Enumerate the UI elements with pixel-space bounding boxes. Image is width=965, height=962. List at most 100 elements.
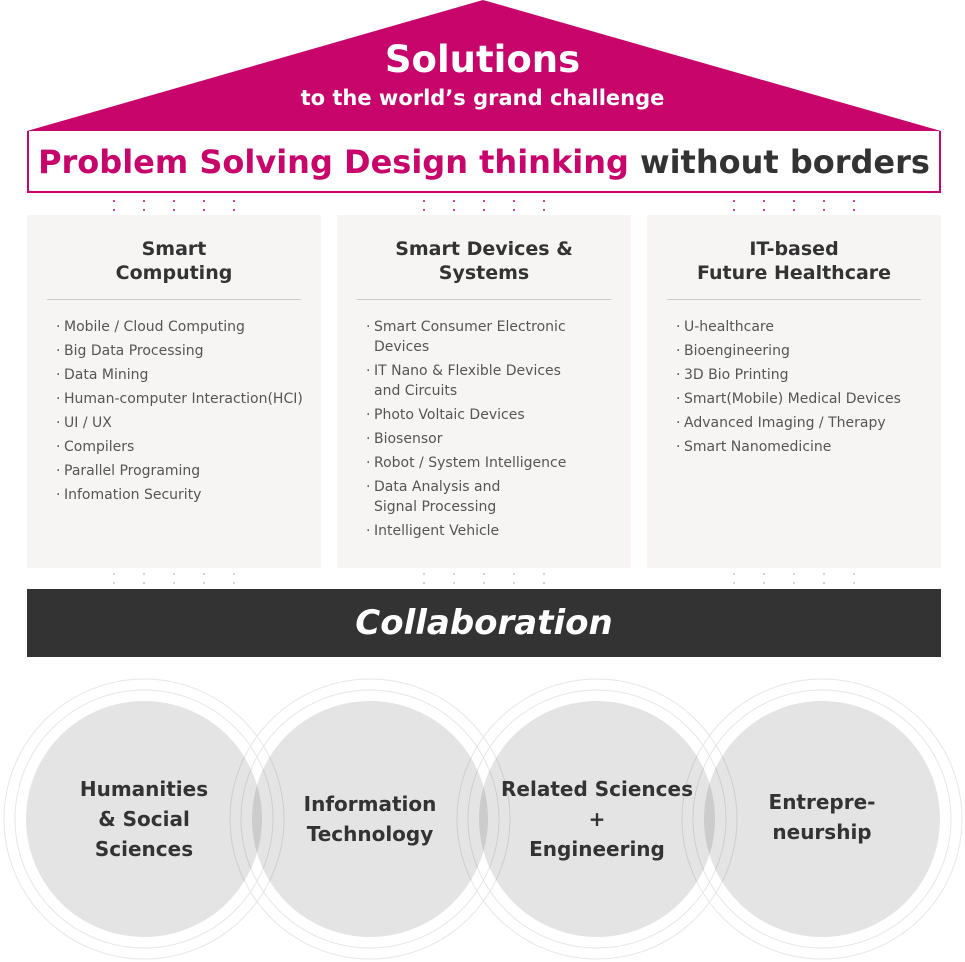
connector-dots-top-2: [423, 199, 553, 215]
connector-dot: [853, 582, 855, 584]
panel-title: Smart Computing: [27, 237, 321, 285]
solutions-subtitle: to the world’s grand challenge: [300, 86, 665, 110]
circle-label-line: +: [588, 807, 606, 831]
connector-dot: [763, 209, 765, 211]
connector-dot: [483, 209, 485, 211]
circle-label-information-technology: Information Technology: [270, 789, 470, 849]
list-item: IT Nano & Flexible Devices and Circuits: [366, 361, 581, 401]
connector-dot: [173, 209, 175, 211]
circle-label-line: neurship: [772, 820, 872, 844]
panel-title-line2: Systems: [438, 262, 530, 284]
connector-dot: [543, 200, 545, 202]
connector-dot: [233, 573, 235, 575]
panel-title: Smart Devices & Systems: [337, 237, 631, 285]
circle-label-related-sciences: Related Sciences + Engineering: [497, 774, 697, 864]
list-item: Mobile / Cloud Computing: [56, 317, 321, 337]
list-item: Compilers: [56, 437, 321, 457]
circle-label-line: Technology: [306, 822, 434, 846]
collaboration-label: Collaboration: [355, 603, 613, 643]
connector-dot: [173, 582, 175, 584]
connector-dot: [733, 209, 735, 211]
connector-dot: [233, 200, 235, 202]
connector-dot: [143, 582, 145, 584]
connector-dot: [793, 582, 795, 584]
list-item: Infomation Security: [56, 485, 321, 505]
connector-dot: [453, 200, 455, 202]
connector-dot: [233, 582, 235, 584]
design-thinking-banner: Problem Solving Design thinking without …: [27, 131, 941, 193]
circle-label-line: Entrepre-: [768, 790, 876, 814]
connector-dot: [763, 582, 765, 584]
panel-divider: [667, 299, 921, 300]
list-item: Big Data Processing: [56, 341, 321, 361]
list-item: Parallel Programing: [56, 461, 321, 481]
connector-dot: [233, 209, 235, 211]
connector-dot: [173, 573, 175, 575]
banner-rest-text: without borders: [640, 143, 930, 181]
connector-dot: [823, 209, 825, 211]
connector-dot: [203, 200, 205, 202]
list-item: Biosensor: [366, 429, 581, 449]
connector-dot: [823, 200, 825, 202]
panel-divider: [47, 299, 301, 300]
panel-smart-computing: Smart Computing Mobile / Cloud Computing…: [27, 215, 321, 568]
list-item: U-healthcare: [676, 317, 941, 337]
list-item: Advanced Imaging / Therapy: [676, 413, 941, 433]
circle-humanities: [26, 701, 262, 937]
panel-title: IT-based Future Healthcare: [647, 237, 941, 285]
connector-dot: [113, 200, 115, 202]
connector-dot: [203, 209, 205, 211]
collaboration-bar: Collaboration: [27, 589, 941, 657]
connector-dot: [423, 573, 425, 575]
connector-dot: [423, 209, 425, 211]
list-item: Data Mining: [56, 365, 321, 385]
connector-dot: [173, 200, 175, 202]
panel-title-line2: Computing: [115, 262, 233, 284]
roof-shape: [27, 0, 941, 131]
connector-dot: [793, 573, 795, 575]
connector-dot: [203, 582, 205, 584]
circle-label-line: Related Sciences: [501, 777, 693, 801]
circle-label-line: Engineering: [529, 837, 665, 861]
list-item: Robot / System Intelligence: [366, 453, 581, 473]
list-item: Bioengineering: [676, 341, 941, 361]
circle-entrepreneurship: [704, 701, 940, 937]
circle-label-line: & Social: [98, 807, 190, 831]
solutions-title: Solutions: [384, 38, 581, 81]
circle-fills: [26, 701, 940, 937]
circle-related-sciences: [479, 701, 715, 937]
circle-label-line: Information: [303, 792, 437, 816]
connector-dot: [423, 582, 425, 584]
connector-dot: [483, 582, 485, 584]
list-item: Smart(Mobile) Medical Devices: [676, 389, 941, 409]
connector-dot: [543, 573, 545, 575]
connector-dot: [793, 200, 795, 202]
connector-dot: [733, 582, 735, 584]
connector-dot: [543, 582, 545, 584]
panel-title-line2: Future Healthcare: [696, 262, 892, 284]
circle-label-entrepreneurship: Entrepre- neurship: [722, 787, 922, 847]
banner-text: Problem Solving Design thinking without …: [38, 142, 930, 182]
connector-dot: [853, 573, 855, 575]
list-item: Intelligent Vehicle: [366, 521, 581, 541]
list-item: Human-computer Interaction(HCI): [56, 389, 321, 409]
panel-title-line1: Smart Devices &: [395, 238, 573, 260]
circle-label-line: Humanities: [79, 777, 209, 801]
list-item: Data Analysis and Signal Processing: [366, 477, 521, 517]
connector-dot: [143, 209, 145, 211]
connector-dots-bottom-2: [423, 572, 553, 588]
connector-dot: [513, 582, 515, 584]
connector-dot: [483, 573, 485, 575]
connector-dots-top-1: [113, 199, 243, 215]
connector-dot: [453, 573, 455, 575]
panel-list: Mobile / Cloud Computing Big Data Proces…: [56, 317, 321, 509]
connector-dot: [793, 209, 795, 211]
panel-smart-devices-systems: Smart Devices & Systems Smart Consumer E…: [337, 215, 631, 568]
circle-information-technology: [252, 701, 488, 937]
list-item: Photo Voltaic Devices: [366, 405, 581, 425]
connector-dots-bottom-3: [733, 572, 863, 588]
panel-it-healthcare: IT-based Future Healthcare U-healthcare …: [647, 215, 941, 568]
connector-dots-top-3: [733, 199, 863, 215]
connector-dot: [513, 200, 515, 202]
circle-label-line: Sciences: [94, 837, 194, 861]
